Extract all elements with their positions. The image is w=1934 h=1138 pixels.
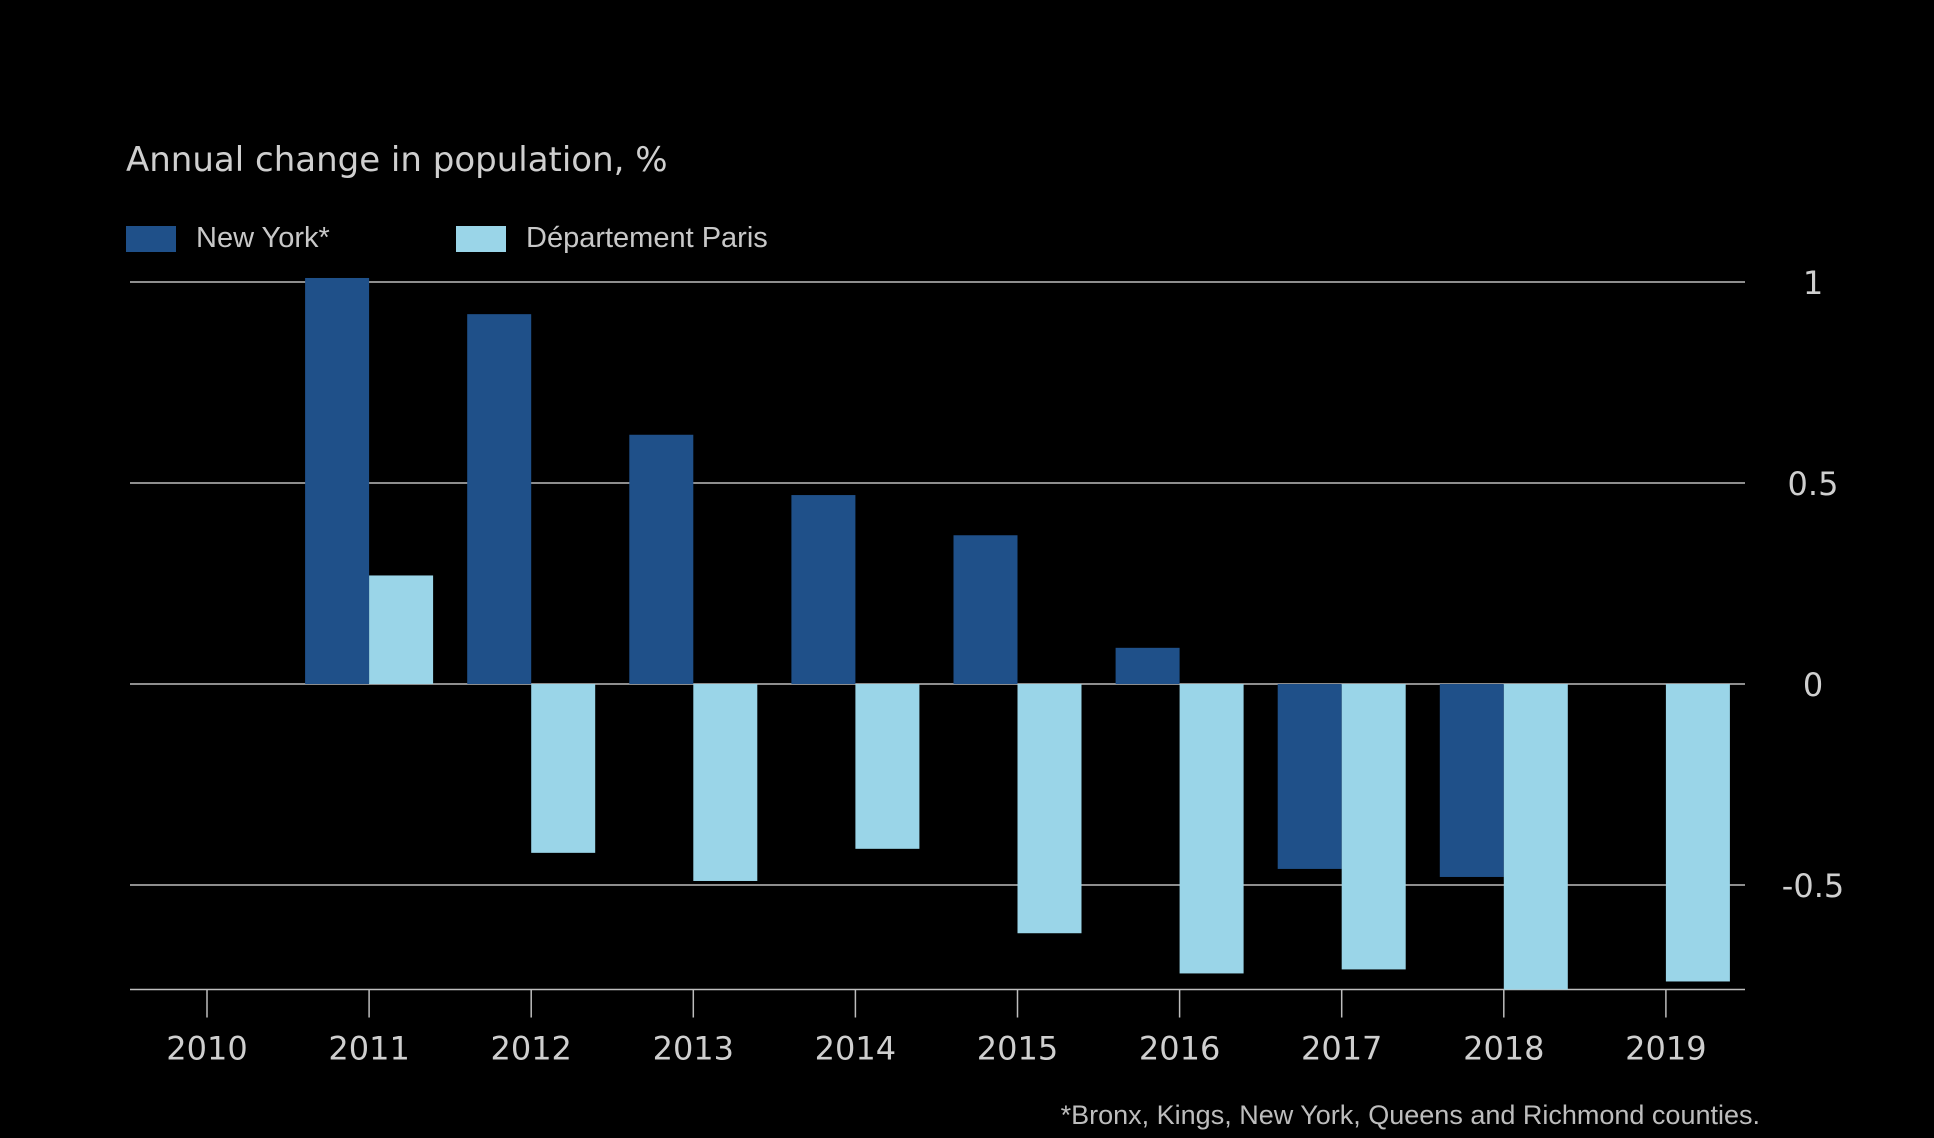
legend-swatch-paris bbox=[456, 225, 506, 252]
legend-swatch-new-york bbox=[126, 225, 176, 252]
x-tick-label: 2017 bbox=[1301, 1030, 1382, 1068]
x-tick-label: 2010 bbox=[166, 1030, 247, 1068]
bar-new-york-2013 bbox=[629, 434, 694, 684]
bar-new-york-2015 bbox=[953, 535, 1018, 684]
bar-paris-2011 bbox=[369, 575, 434, 684]
bar-new-york-2016 bbox=[1115, 647, 1180, 684]
legend-label-paris: Département Paris bbox=[526, 222, 768, 254]
bar-paris-2019 bbox=[1665, 684, 1730, 982]
bar-paris-2015 bbox=[1017, 684, 1082, 934]
bar-new-york-2017 bbox=[1277, 684, 1342, 869]
bar-new-york-2012 bbox=[467, 314, 532, 684]
bar-new-york-2011 bbox=[305, 277, 370, 684]
bar-paris-2018 bbox=[1503, 684, 1568, 990]
legend-item-new-york: New York* bbox=[126, 222, 330, 255]
x-tick-label: 2013 bbox=[653, 1030, 734, 1068]
x-tick-label: 2014 bbox=[815, 1030, 896, 1068]
y-tick-label: 1 bbox=[1803, 264, 1823, 302]
x-tick-label: 2015 bbox=[977, 1030, 1058, 1068]
y-tick-label: 0.5 bbox=[1788, 465, 1839, 503]
x-tick-label: 2018 bbox=[1463, 1030, 1544, 1068]
x-tick-label: 2011 bbox=[328, 1030, 409, 1068]
legend-item-paris: Département Paris bbox=[456, 222, 768, 255]
bar-paris-2013 bbox=[693, 684, 758, 881]
chart-subtitle: Annual change in population, % bbox=[126, 140, 668, 180]
bar-paris-2016 bbox=[1179, 684, 1244, 974]
chart-footnote: *Bronx, Kings, New York, Queens and Rich… bbox=[1060, 1100, 1760, 1130]
bar-paris-2014 bbox=[855, 684, 920, 849]
bar-paris-2012 bbox=[531, 684, 596, 853]
bar-new-york-2018 bbox=[1439, 684, 1504, 877]
legend-label-new-york: New York* bbox=[196, 222, 330, 254]
x-tick-label: 2012 bbox=[490, 1030, 571, 1068]
x-tick-label: 2016 bbox=[1139, 1030, 1220, 1068]
y-tick-label: 0 bbox=[1803, 666, 1823, 704]
y-tick-label: -0.5 bbox=[1782, 867, 1844, 905]
bar-new-york-2014 bbox=[791, 495, 856, 684]
x-tick-label: 2019 bbox=[1625, 1030, 1706, 1068]
bar-paris-2017 bbox=[1341, 684, 1406, 970]
